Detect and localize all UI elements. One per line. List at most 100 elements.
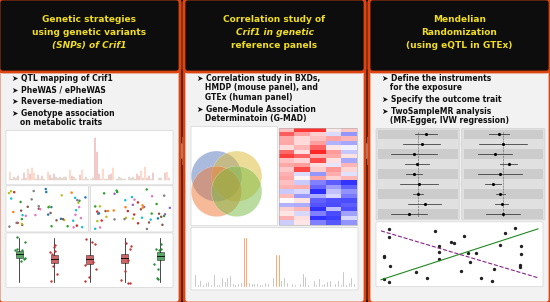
Point bbox=[13, 235, 21, 240]
Bar bbox=[326, 203, 342, 207]
Text: reference panels: reference panels bbox=[232, 41, 317, 50]
Bar bbox=[278, 185, 294, 189]
Point bbox=[124, 257, 133, 262]
Text: (MR-Egger, IVW regression): (MR-Egger, IVW regression) bbox=[382, 116, 509, 125]
Point bbox=[446, 239, 455, 244]
Point bbox=[161, 212, 169, 217]
Bar bbox=[342, 159, 357, 163]
Bar bbox=[375, 62, 544, 70]
Bar bbox=[342, 207, 357, 211]
Point bbox=[51, 249, 59, 253]
Point bbox=[150, 261, 158, 266]
Bar bbox=[51, 255, 58, 263]
Point bbox=[52, 218, 61, 223]
Bar bbox=[294, 189, 310, 194]
Bar bbox=[342, 163, 357, 167]
Point bbox=[13, 246, 21, 251]
Point bbox=[36, 207, 45, 212]
Point bbox=[44, 205, 53, 210]
Point bbox=[87, 239, 96, 244]
Point bbox=[152, 247, 161, 252]
Point bbox=[9, 210, 18, 214]
Point bbox=[23, 204, 32, 209]
Bar bbox=[157, 252, 163, 260]
Point bbox=[498, 211, 507, 216]
Point bbox=[384, 279, 393, 284]
Bar bbox=[310, 176, 326, 181]
Point bbox=[81, 195, 90, 200]
Point bbox=[29, 189, 38, 194]
Point bbox=[91, 242, 100, 246]
FancyBboxPatch shape bbox=[0, 0, 180, 72]
Bar bbox=[294, 132, 310, 136]
Point bbox=[152, 276, 161, 281]
Point bbox=[496, 172, 504, 177]
Point bbox=[95, 211, 103, 216]
Point bbox=[48, 264, 57, 268]
Point bbox=[422, 276, 431, 281]
Text: ➤ Gene-Module Association: ➤ Gene-Module Association bbox=[197, 104, 316, 114]
Point bbox=[380, 253, 389, 258]
Bar bbox=[86, 255, 93, 264]
Bar bbox=[310, 172, 326, 176]
Point bbox=[31, 213, 40, 217]
Text: ➤ Correlation study in BXDs,: ➤ Correlation study in BXDs, bbox=[197, 74, 320, 83]
Point bbox=[123, 209, 132, 214]
FancyBboxPatch shape bbox=[376, 222, 543, 287]
Bar bbox=[278, 216, 294, 220]
Point bbox=[138, 203, 147, 208]
FancyBboxPatch shape bbox=[91, 186, 173, 232]
Point bbox=[130, 197, 139, 202]
Circle shape bbox=[211, 166, 262, 217]
Bar bbox=[294, 181, 310, 185]
Point bbox=[42, 190, 51, 194]
Point bbox=[122, 215, 130, 220]
Bar bbox=[342, 154, 357, 159]
Point bbox=[94, 211, 102, 216]
FancyBboxPatch shape bbox=[6, 186, 89, 232]
Point bbox=[76, 216, 85, 220]
Point bbox=[57, 193, 66, 198]
Bar bbox=[310, 194, 326, 198]
Point bbox=[124, 281, 133, 285]
Point bbox=[59, 217, 68, 222]
Point bbox=[417, 142, 426, 147]
Point bbox=[415, 182, 424, 187]
FancyBboxPatch shape bbox=[6, 233, 173, 287]
Bar bbox=[342, 203, 357, 207]
Point bbox=[409, 152, 418, 157]
Text: (using eQTL in GTEx): (using eQTL in GTEx) bbox=[406, 41, 513, 50]
Bar bbox=[326, 220, 342, 225]
Point bbox=[121, 268, 130, 273]
Bar bbox=[5, 62, 174, 70]
Point bbox=[10, 190, 19, 194]
Text: on metabolic traits: on metabolic traits bbox=[12, 118, 102, 127]
Bar bbox=[278, 132, 294, 136]
Point bbox=[100, 191, 108, 196]
Point bbox=[18, 217, 26, 222]
Point bbox=[81, 262, 90, 267]
FancyBboxPatch shape bbox=[369, 0, 550, 72]
Bar bbox=[342, 216, 357, 220]
Point bbox=[500, 230, 509, 235]
Point bbox=[7, 189, 15, 194]
Bar bbox=[278, 145, 294, 149]
Point bbox=[384, 234, 393, 239]
Point bbox=[4, 191, 13, 195]
Point bbox=[82, 237, 91, 242]
Polygon shape bbox=[363, 137, 372, 165]
Bar bbox=[294, 216, 310, 220]
Bar bbox=[294, 149, 310, 154]
Point bbox=[160, 193, 169, 198]
Point bbox=[19, 256, 28, 261]
FancyBboxPatch shape bbox=[0, 0, 180, 302]
Bar bbox=[278, 159, 294, 163]
Point bbox=[13, 220, 22, 225]
Point bbox=[75, 198, 84, 203]
Bar bbox=[278, 172, 294, 176]
Point bbox=[504, 162, 513, 167]
Point bbox=[93, 209, 102, 214]
Bar bbox=[326, 154, 342, 159]
Bar bbox=[278, 176, 294, 181]
Point bbox=[113, 190, 122, 194]
